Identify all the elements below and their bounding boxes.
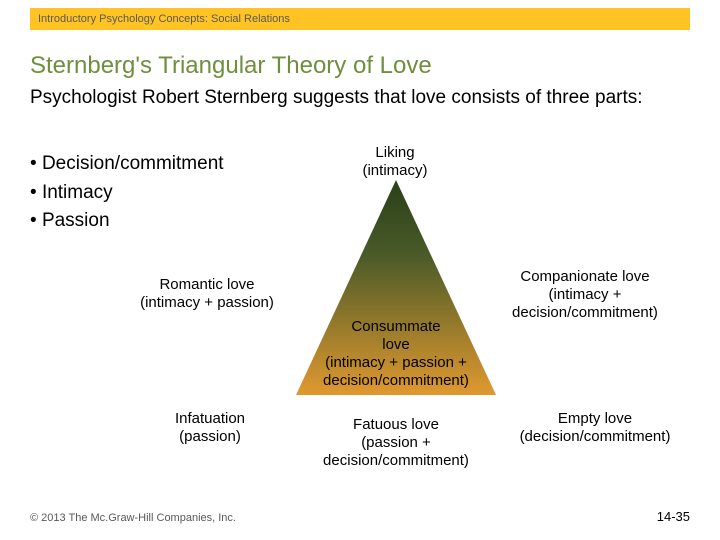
- edge-bottom-line3: decision/commitment): [323, 452, 469, 469]
- edge-right-line3: decision/commitment): [512, 304, 658, 321]
- edge-bottom-line2: (passion +: [361, 434, 431, 451]
- bullet-list: Decision/commitment Intimacy Passion: [30, 150, 224, 236]
- copyright: © 2013 The Mc.Graw-Hill Companies, Inc.: [30, 512, 236, 524]
- page-title: Sternberg's Triangular Theory of Love: [30, 52, 432, 80]
- center-label: Consummate love (intimacy + passion + de…: [316, 318, 476, 390]
- vertex-left-label: Infatuation (passion): [150, 410, 270, 446]
- header-bar: Introductory Psychology Concepts: Social…: [30, 8, 690, 30]
- vertex-top-label: Liking (intimacy): [330, 144, 460, 180]
- vertex-left-line2: (passion): [179, 428, 241, 445]
- edge-left-line1: Romantic love: [159, 276, 254, 293]
- edge-left-label: Romantic love (intimacy + passion): [132, 276, 282, 312]
- center-line1: Consummate: [351, 318, 440, 335]
- edge-bottom-label: Fatuous love (passion + decision/commitm…: [316, 416, 476, 470]
- vertex-right-line2: (decision/commitment): [520, 428, 671, 445]
- subtitle: Psychologist Robert Sternberg suggests t…: [30, 86, 690, 110]
- edge-right-line1: Companionate love: [520, 268, 649, 285]
- center-line2: love: [382, 336, 410, 353]
- edge-bottom-line1: Fatuous love: [353, 416, 439, 433]
- vertex-left-line1: Infatuation: [175, 410, 245, 427]
- bullet-item: Intimacy: [30, 179, 224, 208]
- breadcrumb: Introductory Psychology Concepts: Social…: [38, 13, 290, 25]
- vertex-right-label: Empty love (decision/commitment): [500, 410, 690, 446]
- vertex-top-line2: (intimacy): [362, 162, 427, 179]
- bullet-item: Passion: [30, 207, 224, 236]
- edge-right-label: Companionate love (intimacy + decision/c…: [500, 268, 670, 322]
- center-line4: decision/commitment): [323, 372, 469, 389]
- bullet-item: Decision/commitment: [30, 150, 224, 179]
- page-number: 14-35: [657, 509, 690, 524]
- edge-left-line2: (intimacy + passion): [140, 294, 274, 311]
- center-line3: (intimacy + passion +: [325, 354, 467, 371]
- vertex-top-line1: Liking: [375, 144, 414, 161]
- vertex-right-line1: Empty love: [558, 410, 632, 427]
- edge-right-line2: (intimacy +: [549, 286, 622, 303]
